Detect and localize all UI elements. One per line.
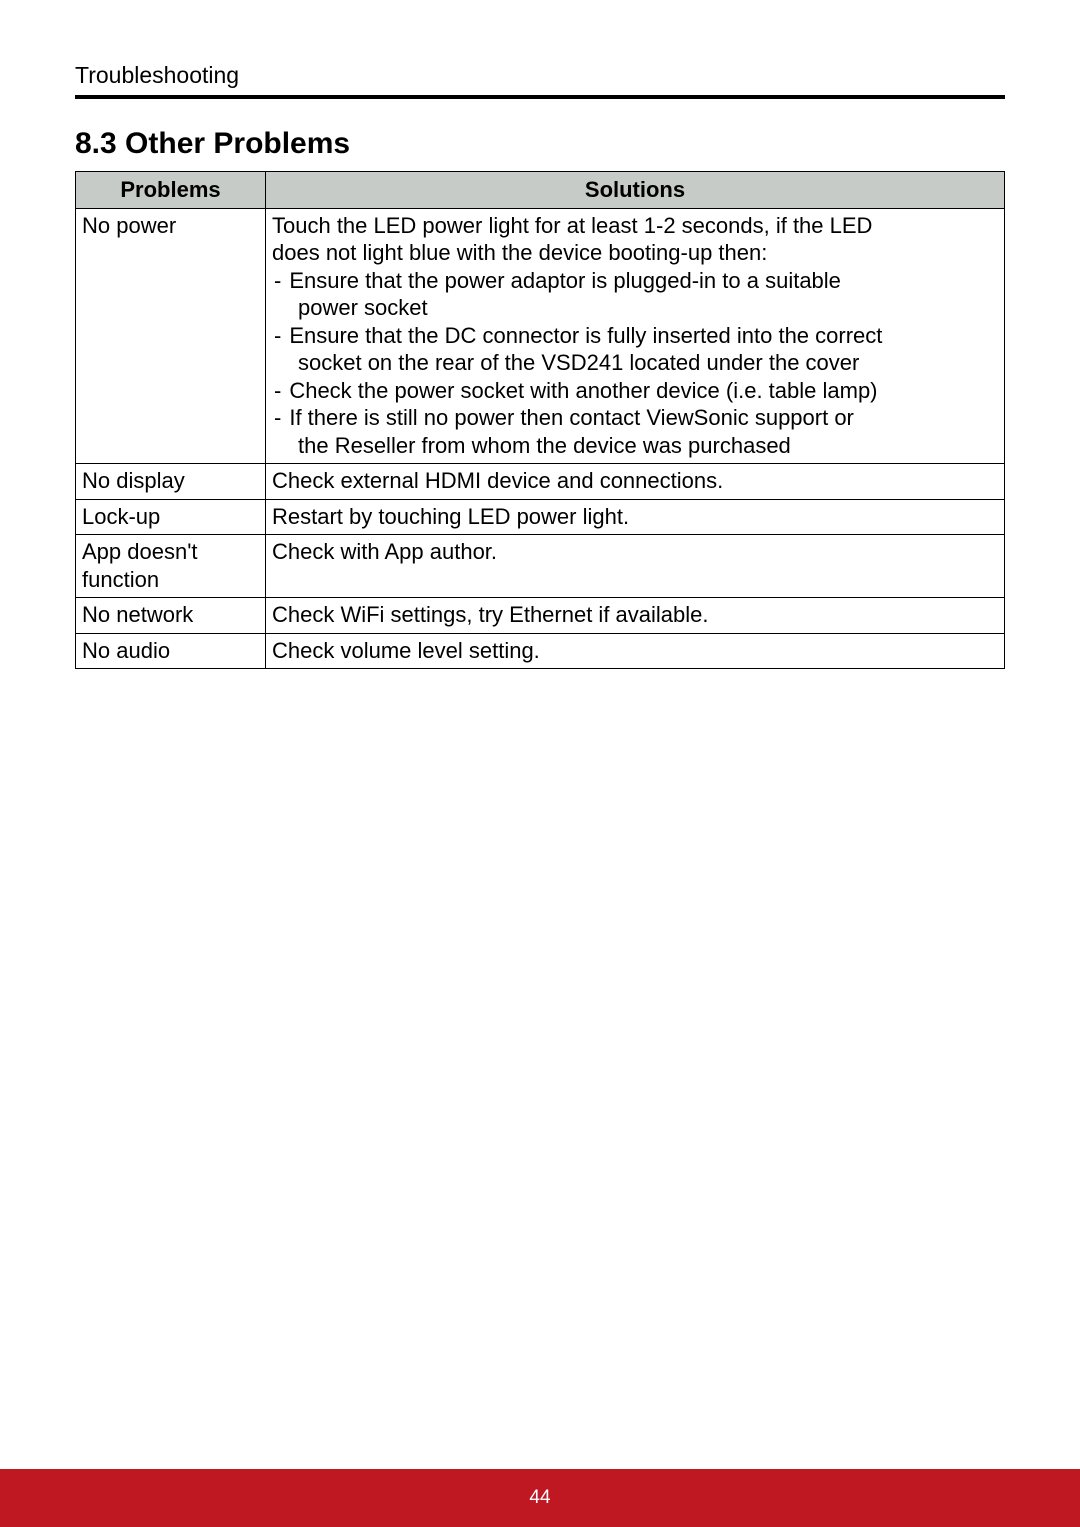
solution-bullet: - Ensure that the DC connector is fully … xyxy=(272,322,998,350)
solution-bullet: - Ensure that the power adaptor is plugg… xyxy=(272,267,998,295)
problem-cell: No network xyxy=(76,598,266,634)
bullet-continuation: the Reseller from whom the device was pu… xyxy=(272,432,998,460)
solution-cell: Touch the LED power light for at least 1… xyxy=(266,208,1005,464)
table-row: No display Check external HDMI device an… xyxy=(76,464,1005,500)
table-row: Lock-up Restart by touching LED power li… xyxy=(76,499,1005,535)
table-header-row: Problems Solutions xyxy=(76,172,1005,209)
dash-icon: - xyxy=(272,377,289,405)
running-header: Troubleshooting xyxy=(75,62,1005,99)
problem-text: function xyxy=(82,566,259,594)
solution-cell: Check with App author. xyxy=(266,535,1005,598)
problem-cell: No audio xyxy=(76,633,266,669)
bullet-continuation: power socket xyxy=(272,294,998,322)
solution-text: does not light blue with the device boot… xyxy=(272,239,998,267)
bullet-text: Check the power socket with another devi… xyxy=(289,377,998,405)
bullet-text: Ensure that the power adaptor is plugged… xyxy=(289,267,998,295)
bullet-text: If there is still no power then contact … xyxy=(289,404,998,432)
solution-text: Touch the LED power light for at least 1… xyxy=(272,212,998,240)
problem-cell: No power xyxy=(76,208,266,464)
solution-bullet: - Check the power socket with another de… xyxy=(272,377,998,405)
dash-icon: - xyxy=(272,404,289,432)
page-content: Troubleshooting 8.3 Other Problems Probl… xyxy=(0,0,1080,669)
table-row: No network Check WiFi settings, try Ethe… xyxy=(76,598,1005,634)
page-number: 44 xyxy=(529,1487,550,1509)
solution-cell: Check WiFi settings, try Ethernet if ava… xyxy=(266,598,1005,634)
col-header-solutions: Solutions xyxy=(266,172,1005,209)
section-heading: 8.3 Other Problems xyxy=(75,127,1005,161)
solution-cell: Check volume level setting. xyxy=(266,633,1005,669)
problem-cell: Lock-up xyxy=(76,499,266,535)
table-row: App doesn't function Check with App auth… xyxy=(76,535,1005,598)
solution-cell: Check external HDMI device and connectio… xyxy=(266,464,1005,500)
problem-cell: No display xyxy=(76,464,266,500)
problem-cell: App doesn't function xyxy=(76,535,266,598)
solution-cell: Restart by touching LED power light. xyxy=(266,499,1005,535)
problem-text: App doesn't xyxy=(82,538,259,566)
bullet-text: Ensure that the DC connector is fully in… xyxy=(289,322,998,350)
dash-icon: - xyxy=(272,322,289,350)
solution-bullet: - If there is still no power then contac… xyxy=(272,404,998,432)
table-row: No power Touch the LED power light for a… xyxy=(76,208,1005,464)
dash-icon: - xyxy=(272,267,289,295)
problems-table: Problems Solutions No power Touch the LE… xyxy=(75,171,1005,669)
page-footer: 44 xyxy=(0,1469,1080,1527)
table-row: No audio Check volume level setting. xyxy=(76,633,1005,669)
col-header-problems: Problems xyxy=(76,172,266,209)
bullet-continuation: socket on the rear of the VSD241 located… xyxy=(272,349,998,377)
